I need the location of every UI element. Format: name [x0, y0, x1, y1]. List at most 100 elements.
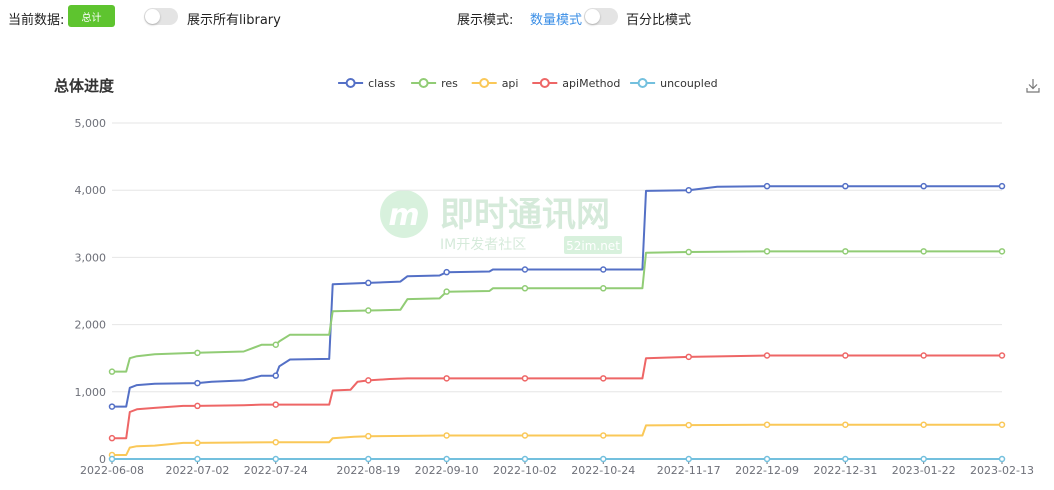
point-res — [365, 307, 372, 314]
point-res — [443, 288, 450, 295]
point-class — [443, 268, 450, 276]
series-line-apiMethod — [112, 354, 1002, 440]
legend-label: apiMethod — [562, 77, 620, 90]
legend-marker — [637, 78, 648, 88]
y-tick-label: 3,000 — [75, 251, 107, 264]
download-icon[interactable] — [1024, 77, 1042, 95]
point-apiMethod — [365, 377, 372, 384]
point-uncoupled — [998, 455, 1006, 463]
legend-item-apiMethod[interactable]: apiMethod — [532, 77, 620, 90]
legend-marker — [539, 78, 550, 88]
point-api — [194, 439, 201, 447]
point-api — [521, 432, 529, 439]
toggle-knob — [145, 9, 160, 24]
x-tick-label: 2023-01-22 — [892, 464, 956, 477]
point-api — [842, 421, 849, 428]
point-apiMethod — [194, 402, 201, 410]
point-uncoupled — [685, 455, 692, 463]
point-uncoupled — [272, 455, 280, 463]
point-class — [365, 279, 372, 287]
legend-item-uncoupled[interactable]: uncoupled — [630, 77, 718, 90]
x-tick-label: 2022-07-24 — [244, 464, 308, 477]
point-res — [842, 248, 849, 255]
watermark-logo-letter: m — [388, 198, 419, 233]
x-tick-label: 2022-10-02 — [493, 464, 557, 477]
point-res — [600, 285, 607, 292]
watermark-main-text: 即时通讯网 — [440, 195, 610, 235]
point-res — [521, 285, 529, 292]
y-tick-label: 2,000 — [75, 319, 107, 332]
point-class — [685, 186, 692, 194]
point-api — [763, 421, 771, 428]
x-tick-label: 2022-10-24 — [571, 464, 635, 477]
watermark-site-text: 52im.net — [566, 239, 620, 253]
point-res — [108, 368, 116, 375]
watermark: m 即时通讯网 IM开发者社区 52im.net — [380, 190, 622, 254]
legend-label: uncoupled — [660, 77, 717, 90]
y-tick-label: 0 — [99, 453, 106, 466]
x-tick-label: 2022-07-02 — [165, 464, 229, 477]
point-res — [920, 248, 927, 255]
point-uncoupled — [600, 455, 607, 463]
legend-marker — [418, 78, 429, 88]
mode-toggle[interactable] — [584, 8, 618, 25]
point-api — [272, 438, 280, 446]
point-uncoupled — [521, 455, 529, 463]
chart-title: 总体进度 — [54, 77, 115, 95]
point-apiMethod — [763, 352, 771, 359]
point-apiMethod — [443, 375, 450, 382]
percent-mode-option[interactable]: 百分比模式 — [626, 13, 692, 28]
legend: class res api apiMethod uncoupled — [338, 77, 718, 90]
point-uncoupled — [842, 455, 849, 463]
legend-item-res[interactable]: res — [411, 77, 458, 90]
point-api — [365, 432, 372, 440]
point-api — [600, 432, 607, 439]
legend-item-class[interactable]: class — [338, 77, 396, 90]
point-class — [108, 403, 116, 410]
x-tick-label: 2022-08-19 — [336, 464, 400, 477]
point-class — [194, 379, 201, 387]
point-class — [272, 372, 280, 379]
x-axis: 2022-06-08 2022-07-02 2022-07-24 2022-08-19… — [80, 458, 1034, 477]
point-apiMethod — [521, 375, 529, 382]
point-uncoupled — [443, 455, 450, 463]
count-mode-option[interactable]: 数量模式 — [530, 13, 583, 28]
legend-marker — [345, 78, 356, 88]
point-apiMethod — [600, 375, 607, 382]
point-uncoupled — [920, 455, 927, 463]
total-button[interactable]: 总计 — [68, 5, 115, 27]
legend-marker — [479, 78, 490, 88]
point-uncoupled — [194, 455, 201, 463]
legend-item-api[interactable]: api — [471, 77, 519, 90]
watermark-logo-icon — [380, 190, 428, 238]
legend-label: api — [502, 77, 519, 90]
point-class — [998, 182, 1006, 190]
y-axis: 0 1,000 2,000 3,000 4,000 5,000 — [75, 117, 107, 466]
point-res — [763, 248, 771, 255]
display-mode-label: 展示模式: — [457, 13, 514, 28]
point-class — [600, 266, 607, 273]
point-res — [194, 349, 201, 357]
point-class — [920, 182, 927, 190]
point-class — [763, 182, 771, 190]
show-all-library-toggle[interactable] — [144, 8, 178, 25]
point-apiMethod — [920, 352, 927, 359]
point-uncoupled — [763, 455, 771, 463]
y-tick-label: 1,000 — [75, 386, 107, 399]
point-res — [998, 248, 1006, 255]
point-api — [998, 421, 1006, 428]
point-uncoupled — [365, 455, 372, 463]
point-apiMethod — [685, 353, 692, 361]
legend-label: class — [368, 77, 396, 90]
x-tick-label: 2022-06-08 — [80, 464, 144, 477]
control-bar: 当前数据: 总计 展示所有library 展示模式: 数量模式 百分比模式 — [0, 0, 1054, 36]
y-tick-label: 5,000 — [75, 117, 107, 130]
point-apiMethod — [998, 352, 1006, 359]
show-all-library-label: 展示所有library — [187, 13, 281, 28]
point-apiMethod — [108, 434, 116, 442]
point-class — [521, 266, 529, 273]
point-class — [842, 182, 849, 190]
point-res — [272, 341, 280, 349]
point-apiMethod — [272, 401, 280, 408]
